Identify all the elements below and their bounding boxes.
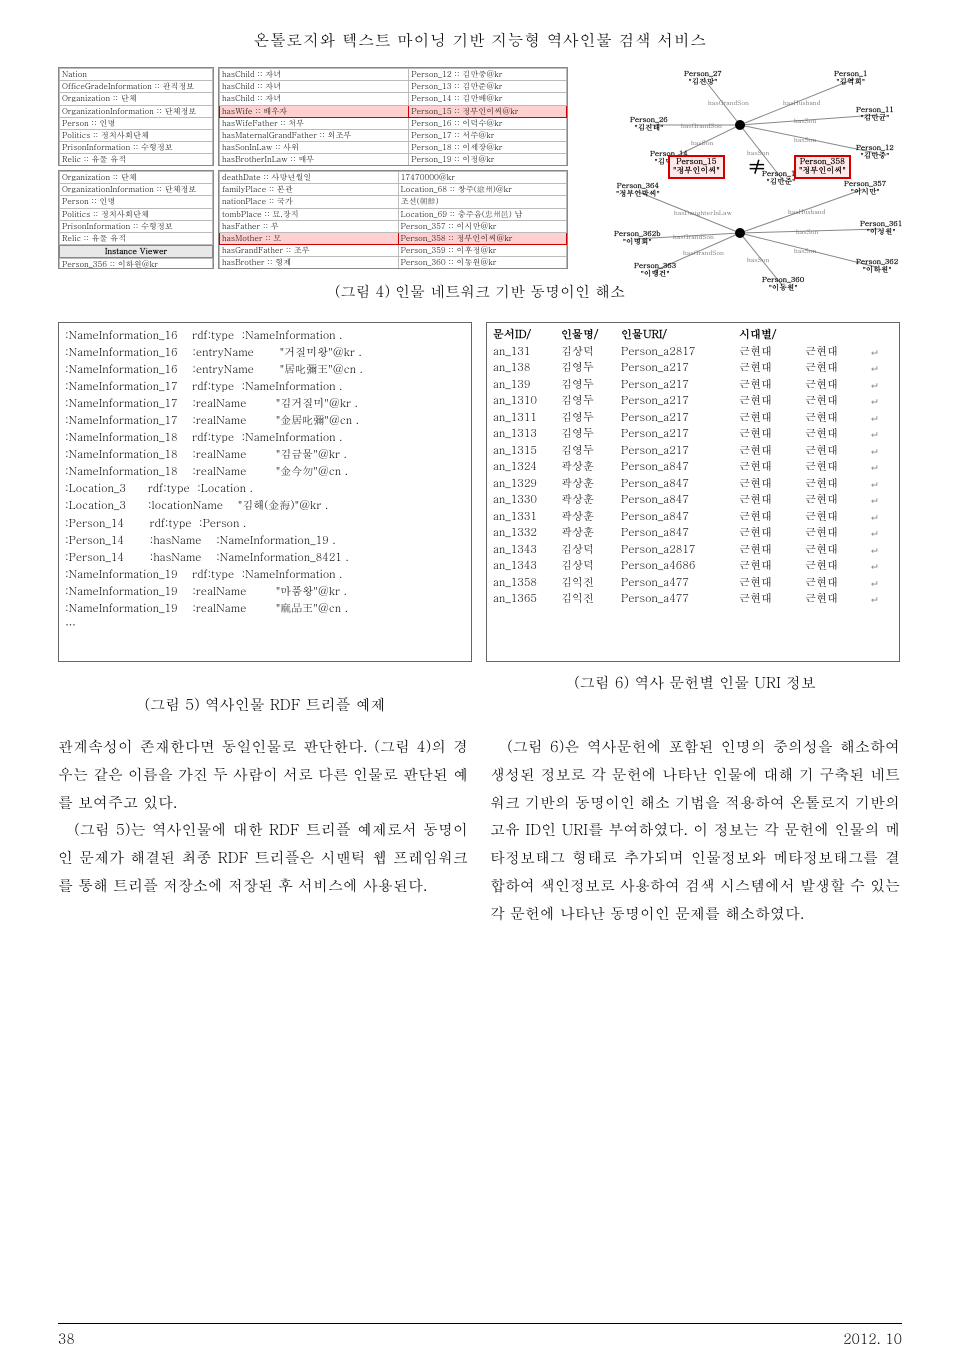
uri-table-header: 문서ID/인물명/인물URI/시대별/ [493, 327, 893, 344]
body-column-left: 관계속성이 존재한다면 동일인물로 판단한다. (그림 4)의 경우는 같은 이… [58, 733, 468, 927]
network-graph-bot: Person_364"정부인박씨"hasDaughterInLawPerson_… [572, 177, 900, 269]
page-footer: 38 2012. 10 [58, 1323, 902, 1348]
fig4-left-top-panel: NationOfficeGradeInformation :: 관직정보Orga… [58, 67, 214, 166]
person-358-highlight: Person_358"정부인이씨" [794, 155, 851, 179]
uri-table-body: an_131김상덕Person_a2817근현대근현대↵an_138김영두Per… [493, 344, 893, 608]
figure-5-caption: (그림 5) 역사인물 RDF 트리플 예제 [58, 694, 472, 715]
ontology-class-table-top: NationOfficeGradeInformation :: 관직정보Orga… [59, 68, 213, 166]
uri-info-panel: 문서ID/인물명/인물URI/시대별/ an_131김상덕Person_a281… [486, 322, 900, 662]
network-graph-top: Person_27"김진망"hasGrandSonPerson_1"김역희"ha… [572, 67, 900, 159]
person-15-highlight: Person_15"정부인이씨" [668, 155, 725, 179]
caption-row-5-6: (그림 5) 역사인물 RDF 트리플 예제 (그림 6) 역사 문헌별 인물 … [58, 672, 902, 715]
figure-5-6-container: :NameInformation_16 rdf:type :NameInform… [58, 322, 902, 662]
ontology-class-table-bot: Organization :: 단체OrganizationInformatio… [59, 171, 213, 245]
body-text-columns: 관계속성이 존재한다면 동일인물로 판단한다. (그림 4)의 경우는 같은 이… [58, 733, 902, 927]
page-header-title: 온톨로지와 텍스트 마이닝 기반 지능형 역사인물 검색 서비스 [58, 28, 902, 51]
fig4-left-stack: NationOfficeGradeInformation :: 관직정보Orga… [58, 67, 214, 269]
property-table-bot: deathDate :: 사망년월일17470000@krfamilyPlace… [219, 171, 567, 269]
fig4-left-bot-panel: Organization :: 단체OrganizationInformatio… [58, 170, 214, 269]
issue-date: 2012. 10 [843, 1328, 902, 1348]
property-table-top: hasChild :: 자녀Person_12 :: 김만중@krhasChil… [219, 68, 567, 166]
figure-4-container: NationOfficeGradeInformation :: 관직정보Orga… [58, 67, 902, 269]
fig4-mid-stack: hasChild :: 자녀Person_12 :: 김만중@krhasChil… [218, 67, 568, 269]
fig4-mid-top-panel: hasChild :: 자녀Person_12 :: 김만중@krhasChil… [218, 67, 568, 166]
fig4-graph-panel: Person_27"김진망"hasGrandSonPerson_1"김역희"ha… [572, 67, 900, 269]
rdf-triples-panel: :NameInformation_16 rdf:type :NameInform… [58, 322, 472, 662]
instance-viewer-header: Instance Viewer [59, 245, 213, 258]
instance-list-bot: Person_356 :: 이하원@krPerson_357 :: 이시만@kr… [59, 258, 213, 269]
page-number: 38 [58, 1328, 75, 1348]
fig4-mid-bot-panel: deathDate :: 사망년월일17470000@krfamilyPlace… [218, 170, 568, 269]
figure-6-caption: (그림 6) 역사 문헌별 인물 URI 정보 [488, 672, 902, 715]
body-column-right: (그림 6)은 역사문헌에 포함된 인명의 중의성을 해소하여 생성된 정보로 … [490, 733, 900, 927]
